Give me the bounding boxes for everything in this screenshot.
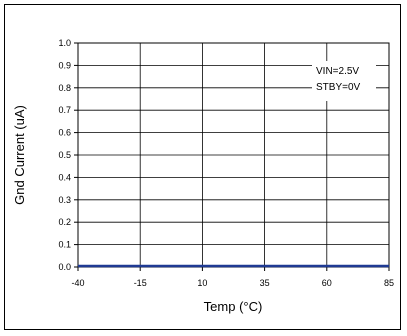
y-tick-label: 0.1	[58, 240, 71, 250]
y-axis-title: Gnd Current (uA)	[12, 105, 27, 205]
annotation-vin: VIN=2.5V	[316, 66, 359, 77]
y-tick-label: 0.6	[58, 128, 71, 138]
y-tick-label: 0.5	[58, 150, 71, 160]
x-tick-label: 35	[260, 278, 270, 288]
x-tick-labels: -40 -15 10 35 60 85	[71, 278, 394, 288]
x-tick-label: 60	[322, 278, 332, 288]
x-tick-label: 85	[384, 278, 394, 288]
y-tick-label: 0.0	[58, 262, 71, 272]
y-tick-labels: 0.0 0.1 0.2 0.3 0.4 0.5 0.6 0.7 0.8 0.9 1.0	[58, 38, 71, 272]
y-tick-label: 0.9	[58, 60, 71, 70]
annotation-box	[312, 61, 376, 101]
annotation-stby: STBY=0V	[316, 82, 361, 93]
x-tick-label: 10	[197, 278, 207, 288]
y-tick-label: 0.7	[58, 105, 71, 115]
y-tick-label: 0.3	[58, 195, 71, 205]
y-tick-label: 0.8	[58, 83, 71, 93]
y-tick-label: 1.0	[58, 38, 71, 48]
x-tick-label: -15	[134, 278, 147, 288]
x-axis-title: Temp (°C)	[204, 299, 263, 314]
y-tick-label: 0.2	[58, 217, 71, 227]
x-tick-label: -40	[71, 278, 84, 288]
y-tick-label: 0.4	[58, 172, 71, 182]
